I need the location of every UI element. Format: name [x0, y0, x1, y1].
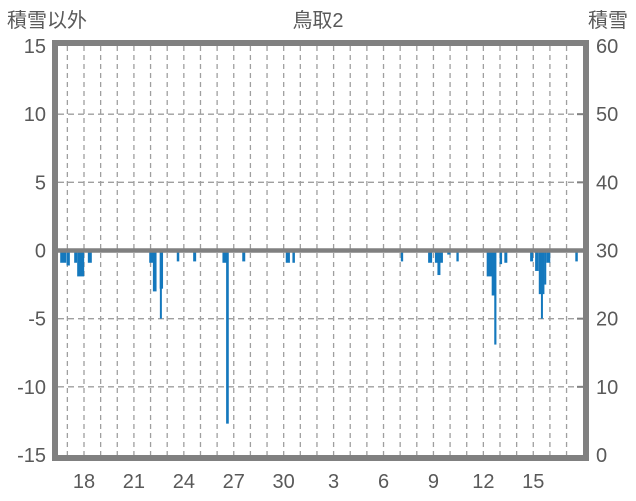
bar — [535, 250, 539, 271]
y-right-tick-label: 10 — [596, 377, 618, 399]
x-tick-label: 9 — [428, 471, 439, 493]
bar — [546, 250, 551, 263]
x-tick-label: 18 — [73, 471, 95, 493]
y-right-tick-label: 20 — [596, 309, 618, 331]
bar — [499, 250, 503, 265]
bar — [226, 250, 229, 424]
bar — [491, 250, 496, 296]
y-left-tick-label: -5 — [28, 309, 46, 331]
bar — [540, 250, 543, 319]
bar — [242, 250, 246, 262]
x-tick-label: 21 — [123, 471, 145, 493]
plot-border — [52, 40, 589, 461]
y-right-tick-label: 60 — [596, 36, 618, 58]
bar — [285, 250, 290, 263]
bar — [456, 250, 459, 262]
bar — [504, 250, 508, 263]
bar — [486, 250, 496, 277]
bar — [437, 250, 441, 276]
y-left-tick-label: -10 — [17, 377, 46, 399]
x-tick-label: 30 — [273, 471, 295, 493]
y-left-tick-label: 0 — [35, 241, 46, 263]
bar — [575, 250, 578, 262]
y-left-tick-label: -15 — [17, 445, 46, 467]
bar — [152, 250, 157, 292]
right-axis-title: 積雪 — [588, 10, 628, 32]
y-right-tick-label: 40 — [596, 172, 618, 194]
x-tick-label: 15 — [522, 471, 544, 493]
chart-title: 鳥取2 — [292, 10, 344, 32]
y-right-tick-label: 30 — [596, 241, 618, 263]
bar — [544, 250, 547, 285]
bar — [530, 250, 534, 262]
bar — [176, 250, 180, 262]
x-tick-label: 6 — [378, 471, 389, 493]
y-left-tick-label: 15 — [24, 36, 46, 58]
y-left-tick-label: 5 — [35, 172, 46, 194]
x-tick-label: 27 — [223, 471, 245, 493]
x-tick-label: 3 — [328, 471, 339, 493]
bar — [494, 250, 497, 345]
y-right-tick-label: 50 — [596, 104, 618, 126]
x-tick-label: 12 — [472, 471, 494, 493]
bar — [428, 250, 433, 263]
bar — [193, 250, 197, 262]
bar — [66, 250, 70, 266]
left-axis-title: 積雪以外 — [7, 10, 87, 32]
bar — [159, 250, 162, 319]
y-left-tick-label: 10 — [24, 104, 46, 126]
bar — [149, 250, 156, 263]
bar — [400, 250, 404, 262]
y-right-tick-label: 0 — [596, 445, 607, 467]
bar — [77, 250, 85, 277]
bar — [87, 250, 92, 263]
bar — [292, 250, 295, 263]
bar — [222, 250, 229, 263]
bar — [60, 250, 67, 263]
x-tick-label: 24 — [173, 471, 195, 493]
bar — [74, 250, 78, 263]
